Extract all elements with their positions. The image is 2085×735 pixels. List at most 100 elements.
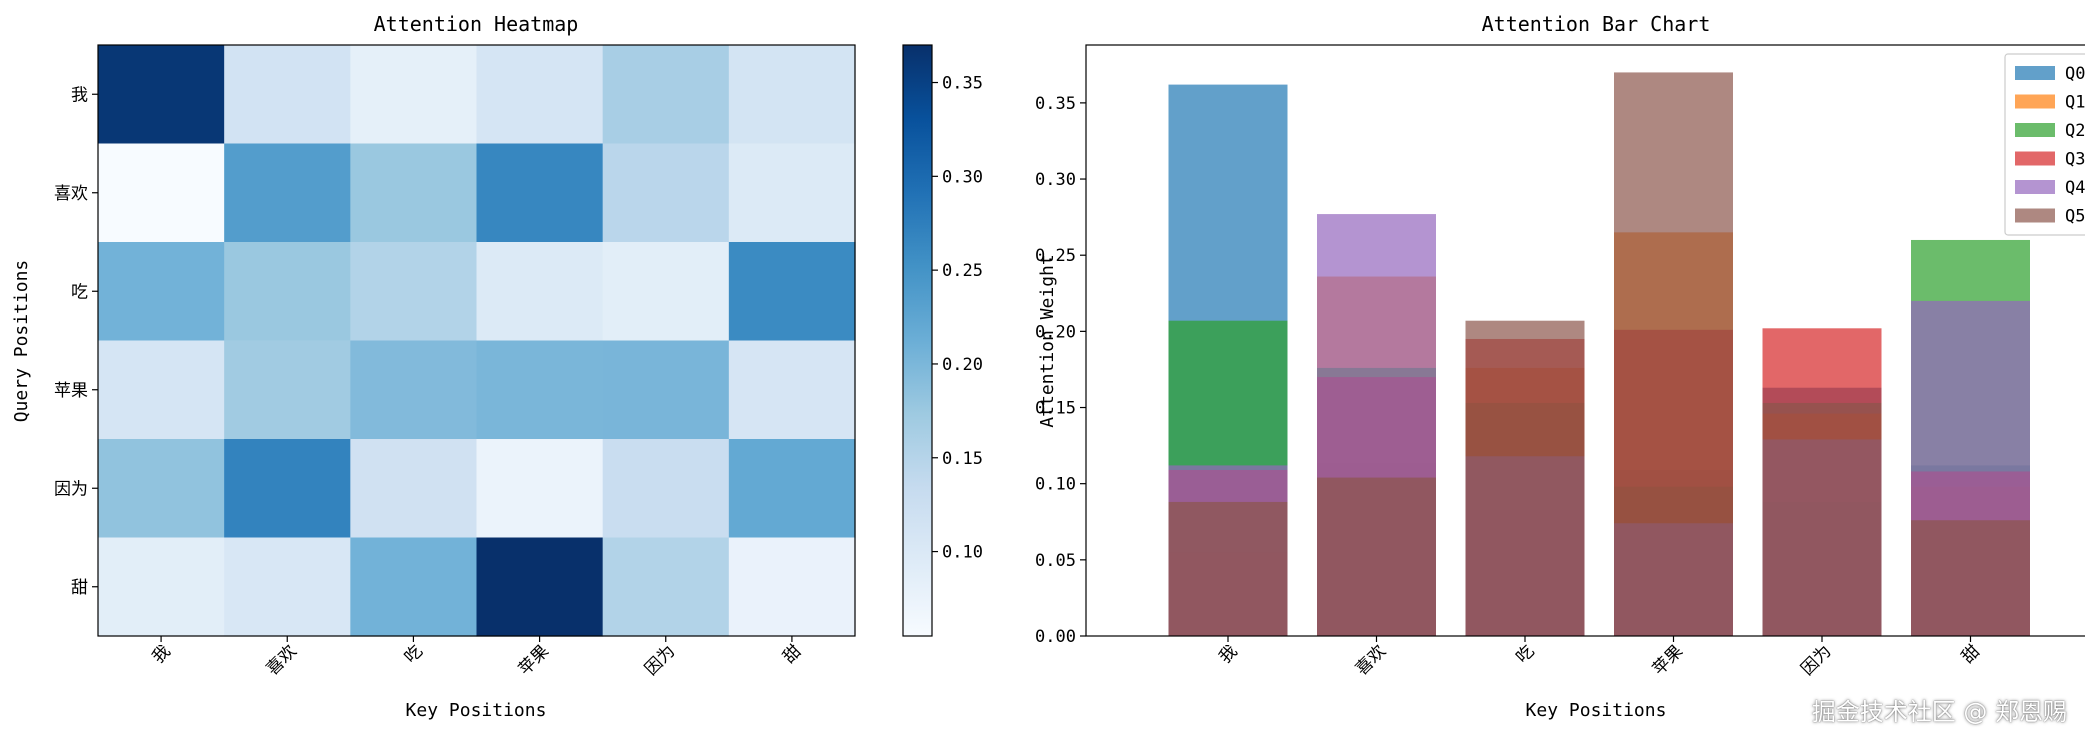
heatmap-cell [602, 537, 730, 637]
legend-swatch-q0 [2015, 66, 2055, 80]
heatmap-ytick-label: 喜欢 [54, 184, 88, 204]
heatmap-cell [224, 537, 351, 637]
bar-xtick-label: 苹果 [1649, 641, 1687, 679]
bar-xtick-label: 因为 [1797, 641, 1835, 679]
legend-swatch-q3 [2015, 151, 2055, 166]
heatmap-cell [350, 45, 478, 145]
legend-label-q1: Q1 [2065, 93, 2085, 113]
legend-swatch-q1 [2015, 94, 2055, 109]
bar-xtick-label: 甜 [1958, 641, 1984, 667]
heatmap-cell [728, 537, 856, 637]
bar-xtick-label: 吃 [1512, 641, 1538, 667]
legend-label-q2: Q2 [2065, 121, 2085, 141]
heatmap-cell [224, 45, 351, 145]
heatmap-cell [476, 340, 604, 440]
heatmap-cell [602, 340, 730, 440]
legend-label-q4: Q4 [2065, 178, 2085, 198]
heatmap-cell [476, 45, 604, 145]
heatmap-ylabel: Query Positions [11, 260, 32, 423]
heatmap-cell [224, 242, 351, 342]
heatmap-cells [98, 45, 856, 637]
heatmap-cell [224, 143, 351, 243]
bar-ytick-label: 0.10 [1035, 475, 1076, 495]
heatmap-cell [602, 439, 730, 539]
heatmap-cell [476, 242, 604, 342]
heatmap-cell [98, 537, 225, 637]
heatmap-frame [97, 44, 856, 637]
heatmap-cell [350, 242, 478, 342]
bar-xlabel: Key Positions [1526, 700, 1667, 721]
colorbar-tick-label: 0.35 [942, 74, 983, 94]
heatmap-cell [602, 143, 730, 243]
legend-label-q5: Q5 [2065, 207, 2085, 227]
bar-q5 [1317, 477, 1436, 636]
bar-q5 [1762, 402, 1882, 636]
heatmap-ytick-label: 甜 [71, 578, 88, 598]
heatmap-ytick-label: 因为 [54, 479, 88, 499]
heatmap-cell [350, 537, 478, 637]
legend-swatch-q5 [2015, 208, 2055, 223]
bar-ytick-label: 0.25 [1035, 246, 1076, 266]
colorbar: 0.10 0.15 0.20 0.25 0.30 0.35 [902, 44, 983, 637]
heatmap-cell [602, 45, 730, 145]
heatmap-xtick-label: 甜 [779, 641, 805, 667]
bar-rects [1168, 72, 2030, 637]
bar-ytick-label: 0.30 [1035, 170, 1076, 190]
heatmap-panel: Attention Heatmap 我喜欢吃苹果 因为甜 我喜欢吃苹果因为甜 Ke… [11, 12, 856, 721]
bar-q5 [1168, 501, 1288, 636]
bar-xtick-label: 我 [1215, 641, 1241, 667]
heatmap-xlabel: Key Positions [406, 700, 547, 721]
bar-ylabel: Attention Weight [1037, 254, 1058, 427]
heatmap-xtick-label: 苹果 [515, 641, 553, 679]
heatmap-cell [98, 45, 225, 145]
bar-frame [1085, 44, 2085, 637]
colorbar-tick-label: 0.15 [942, 449, 983, 469]
bar-q5 [1465, 320, 1585, 636]
heatmap-cell [728, 242, 856, 342]
bar-panel: Attention Bar Chart 我 喜欢 吃 苹果 因为 甜 0.00 0.05 0.… [1035, 12, 2085, 721]
bar-ytick-label: 0.00 [1035, 627, 1076, 647]
colorbar-tick-label: 0.30 [942, 167, 983, 187]
bar-xticks: 我 喜欢 吃 苹果 因为 甜 [1215, 636, 1984, 680]
heatmap-cell [98, 242, 225, 342]
heatmap-xtick-label: 因为 [641, 641, 679, 679]
heatmap-cell [98, 340, 225, 440]
colorbar-gradient [902, 44, 933, 637]
heatmap-cell [728, 45, 856, 145]
heatmap-ytick-label: 苹果 [54, 381, 88, 401]
heatmap-cell [602, 242, 730, 342]
bar-ytick-label: 0.05 [1035, 551, 1076, 571]
heatmap-cell [350, 340, 478, 440]
heatmap-xtick-label: 喜欢 [263, 641, 301, 679]
bar-ytick-label: 0.20 [1035, 322, 1076, 342]
bar-title: Attention Bar Chart [1482, 12, 1711, 36]
legend-swatch-q2 [2015, 123, 2055, 137]
colorbar-tick-label: 0.20 [942, 355, 983, 375]
heatmap-cell [98, 143, 225, 243]
heatmap-xtick-label: 吃 [401, 641, 427, 667]
legend-label-q3: Q3 [2065, 150, 2085, 170]
bar-ytick-label: 0.15 [1035, 399, 1076, 419]
heatmap-cell [728, 439, 856, 539]
heatmap-cell [728, 143, 856, 243]
heatmap-cell [476, 143, 604, 243]
bar-q5 [1911, 520, 2030, 636]
colorbar-tick-label: 0.10 [942, 543, 983, 563]
heatmap-cell [350, 143, 478, 243]
heatmap-xticks: 我 喜欢 吃 苹果 因为 甜 [148, 636, 805, 680]
heatmap-cell [476, 439, 604, 539]
heatmap-cell [224, 340, 351, 440]
heatmap-ytick-label: 吃 [71, 282, 88, 302]
heatmap-cell [728, 340, 856, 440]
bar-xtick-label: 喜欢 [1352, 641, 1390, 679]
bar-q5 [1614, 72, 1733, 637]
legend-label-q0: Q0 [2065, 64, 2085, 84]
heatmap-cell [350, 439, 478, 539]
bar-legend: Q0 Q1 Q2 Q3 Q4 Q5 [2004, 53, 2085, 236]
colorbar-tick-label: 0.25 [942, 261, 983, 281]
bar-ytick-label: 0.35 [1035, 94, 1076, 114]
heatmap-cell [98, 439, 225, 539]
heatmap-cell [224, 439, 351, 539]
